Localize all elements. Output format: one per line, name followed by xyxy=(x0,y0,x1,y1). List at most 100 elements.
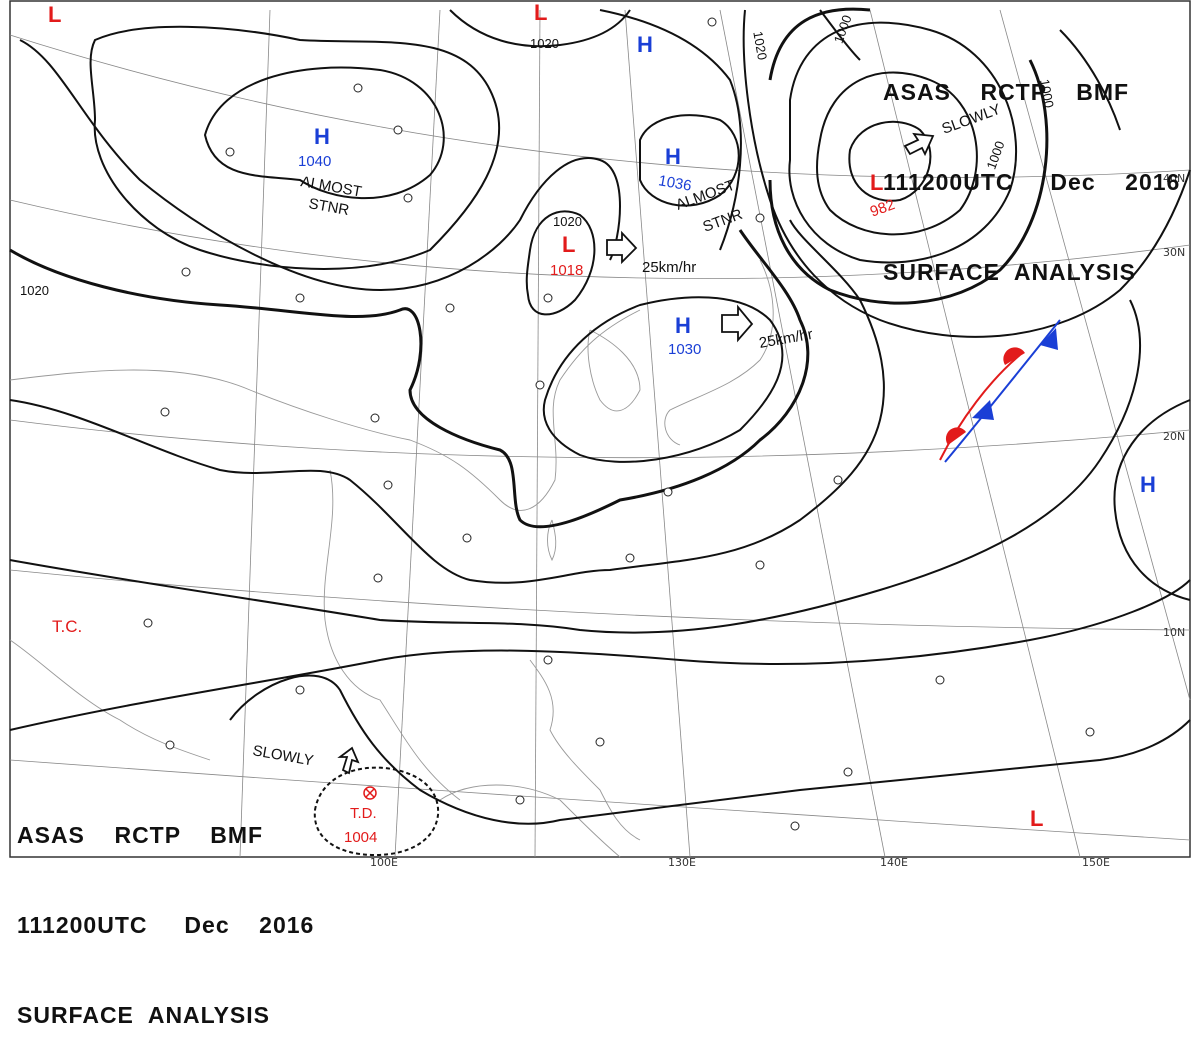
longitude-line-150e xyxy=(869,9,1081,858)
high-center-letter: H xyxy=(637,32,653,57)
low-center-letter: L xyxy=(562,232,575,257)
tropical-depression-icon xyxy=(363,786,377,800)
front-arrow-icon xyxy=(721,304,754,343)
tropical-depression-icon xyxy=(365,788,375,798)
station-model-icon xyxy=(353,83,363,93)
isobar-low-ring5 xyxy=(742,9,1191,338)
coastline-taiwan xyxy=(547,519,557,562)
low-center-letter: L xyxy=(534,0,547,25)
latitude-label: 40N xyxy=(1163,172,1185,185)
map-frame xyxy=(9,0,1191,858)
stationary-label: STNR xyxy=(701,206,745,236)
cold-front-icon xyxy=(972,400,994,420)
map-title-top-right: ASAS RCTP BMF 111200UTC Dec 2016 SURFACE… xyxy=(883,17,1180,317)
isobar-label: 1020 xyxy=(750,30,770,61)
coastline-korea xyxy=(587,329,641,412)
longitude-line-120e xyxy=(534,9,541,858)
isobar-label: 1020 xyxy=(530,36,559,51)
weather-map: 1020 1020 1020 1020 1000 1000 1000 H 104… xyxy=(9,0,1191,869)
station-model-icon xyxy=(515,795,525,805)
isobar-low-ring1 xyxy=(848,120,932,202)
high-center-letter: H xyxy=(1140,472,1156,497)
isobar-low-ring6 xyxy=(819,9,1121,131)
station-model-icon xyxy=(295,685,305,695)
title-line-3: SURFACE ANALYSIS xyxy=(17,1002,271,1028)
isobar-label: 1000 xyxy=(1037,78,1057,109)
front-arrow-icon xyxy=(903,132,935,157)
station-model-icon xyxy=(225,147,235,157)
speed-label: 25km/hr xyxy=(642,259,696,276)
almost-label: ALMOST xyxy=(299,173,363,200)
isobars xyxy=(9,7,1191,857)
station-model-icon xyxy=(843,767,853,777)
title-line-2: 111200UTC Dec 2016 xyxy=(17,912,315,938)
station-model-icon xyxy=(393,125,403,135)
station-model-icon xyxy=(543,655,553,665)
title-line-1: ASAS RCTP BMF xyxy=(17,822,264,848)
tropical-depression-ring xyxy=(313,766,440,857)
latitude-line-0 xyxy=(9,759,1191,841)
latitude-label: 10N xyxy=(1163,626,1185,639)
isobar-1036-outer xyxy=(89,25,501,270)
station-model-icon xyxy=(370,413,380,423)
warm-front-icon xyxy=(945,427,966,445)
high-center-value: 1036 xyxy=(657,172,693,195)
longitude-label: 140E xyxy=(880,856,908,869)
latitude-line-20n xyxy=(9,419,1191,459)
isobar-1024-ring xyxy=(525,210,596,316)
station-model-icon xyxy=(707,17,717,27)
station-model-icon xyxy=(295,293,305,303)
longitude-label: 130E xyxy=(668,856,696,869)
longitude-label: 100E xyxy=(370,856,398,869)
station-model-icon xyxy=(755,213,765,223)
front-arrow-icon xyxy=(606,230,638,265)
isobar-1016 xyxy=(9,219,885,584)
station-model-icon xyxy=(535,380,545,390)
title-line-3: SURFACE ANALYSIS xyxy=(883,259,1137,285)
coastline-china xyxy=(9,309,641,511)
low-center-letter: L xyxy=(48,2,61,27)
tropical-depression-label: T.D. xyxy=(350,805,377,822)
latitude-line-10n xyxy=(9,569,1191,631)
station-model-icon xyxy=(181,267,191,277)
tropical-systems: T.C. T.D. 1004 xyxy=(52,617,377,846)
graticule xyxy=(9,9,1191,858)
high-center-value: 1040 xyxy=(298,153,331,170)
longitude-line-110e xyxy=(239,9,271,858)
front-line-red xyxy=(939,354,1021,461)
front-line-blue xyxy=(944,319,1061,463)
station-model-icon xyxy=(445,303,455,313)
low-center-letter: L xyxy=(1030,806,1043,831)
tropical-depression-value: 1004 xyxy=(344,829,377,846)
station-model-icon xyxy=(165,740,175,750)
isobar-low-ring3 xyxy=(788,21,1018,264)
isobar-1020-thick xyxy=(9,229,810,529)
station-model-icon xyxy=(790,821,800,831)
front-system xyxy=(939,319,1061,463)
station-model-icon xyxy=(373,573,383,583)
station-model-icon xyxy=(833,475,843,485)
coastline-philippines xyxy=(529,659,641,841)
station-model-icon xyxy=(462,533,472,543)
low-center-letter: L xyxy=(870,170,883,195)
isobar-low-ring2 xyxy=(816,71,978,236)
isobar-1024-ring2 xyxy=(542,296,784,463)
isobar-1008 xyxy=(9,579,1191,731)
map-title-bottom-left: ASAS RCTP BMF 111200UTC Dec 2016 SURFACE… xyxy=(17,760,314,1060)
title-line-2: 111200UTC Dec 2016 xyxy=(883,169,1181,195)
station-model-icon xyxy=(663,487,673,497)
isobar-low-ring4 xyxy=(768,7,1049,305)
isobar-1016-high-east xyxy=(1113,399,1191,601)
isobar-1020-north xyxy=(449,9,631,48)
longitude-line-130e xyxy=(624,9,691,858)
station-model-icon xyxy=(935,675,945,685)
cold-front-icon xyxy=(1040,328,1058,350)
coastline-borneo xyxy=(439,784,621,858)
longitude-label: 150E xyxy=(1082,856,1110,869)
isobar-1032-outer xyxy=(19,39,621,292)
station-model-icon xyxy=(160,407,170,417)
isobar-label: 1020 xyxy=(20,283,49,298)
coastline-india xyxy=(9,639,211,761)
latitude-label: 20N xyxy=(1163,430,1185,443)
isobar-1028 xyxy=(599,9,742,251)
